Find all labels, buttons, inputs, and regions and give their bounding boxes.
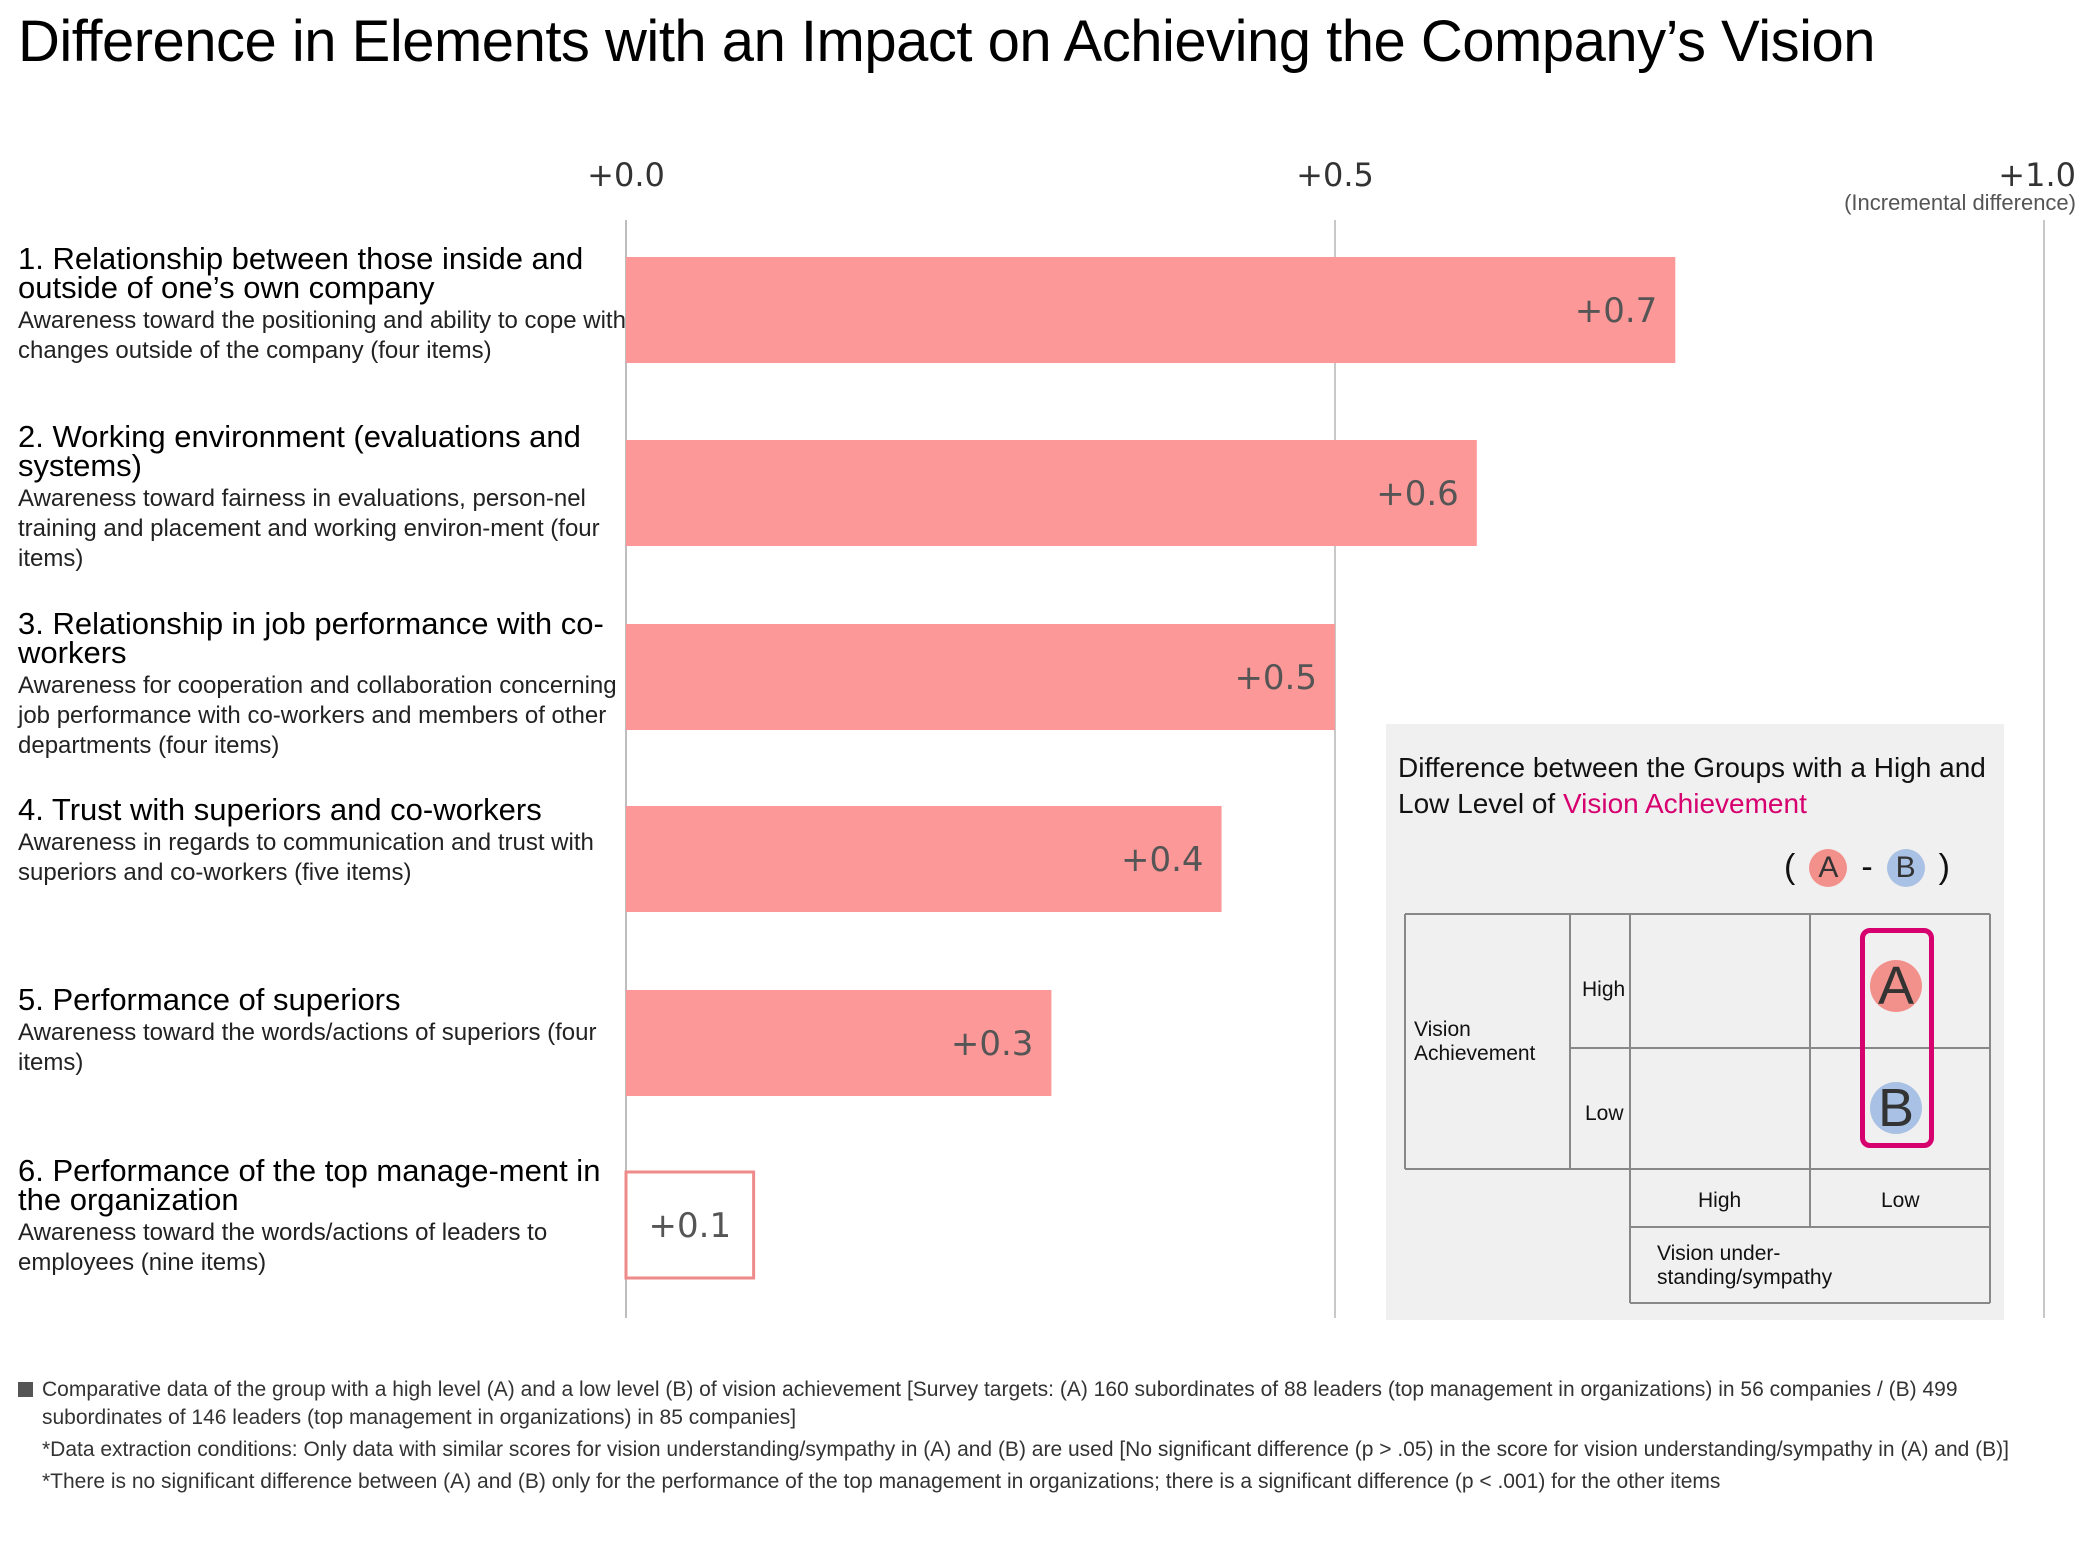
bar [626, 440, 1477, 546]
cell-group-b: B [1870, 1081, 1922, 1135]
footnote-significance: *There is no significant difference betw… [42, 1470, 1721, 1493]
bar [624, 1170, 756, 1280]
bar-value-label: +0.4 [1121, 840, 1204, 880]
chart-title: Difference in Elements with an Impact on… [18, 9, 1875, 74]
bar-value-label: +0.5 [1234, 658, 1317, 698]
bar-chart: +0.0 +0.5 +1.0(Incremental difference) +0.7… [587, 156, 2076, 1318]
category-heading: 3. Relationship in job performance with … [18, 606, 604, 670]
group-b-marker: B [1886, 848, 1925, 887]
category-label-6: 6. Performance of the top manage-ment in… [18, 1153, 628, 1278]
bar-value-label: +0.1 [649, 1206, 732, 1246]
category-description: Awareness toward the words/actions of le… [18, 1219, 548, 1276]
footnote-survey: Comparative data of the group with a hig… [18, 1376, 2058, 1432]
bar [626, 990, 1052, 1096]
formula-minus: - [1861, 848, 1873, 886]
bar [626, 624, 1335, 730]
category-heading: 6. Performance of the top manage-ment in… [18, 1153, 601, 1217]
col-high-label: High [1698, 1189, 1742, 1212]
legend-title: Difference between the Groups with a Hig… [1398, 750, 1998, 822]
category-heading: 1. Relationship between those inside and… [18, 241, 584, 305]
group-a-marker: A [1809, 848, 1848, 887]
low-understanding-highlight [1860, 928, 1934, 1148]
bar-value-label: +0.3 [951, 1024, 1034, 1064]
bullet-square-icon [18, 1382, 33, 1397]
col-low-label: Low [1881, 1189, 1920, 1212]
category-description: Awareness toward the positioning and abi… [18, 307, 626, 364]
row-low-label: Low [1585, 1102, 1624, 1125]
legend-title-accent: Vision Achievement [1563, 788, 1807, 819]
category-description: Awareness for cooperation and collaborat… [18, 672, 617, 759]
bar-value-label: +0.7 [1575, 291, 1658, 331]
category-heading: 2. Working environment (evaluations and … [18, 419, 581, 483]
group-matrix-grid [1404, 913, 1991, 1304]
bar [626, 806, 1222, 912]
category-label-4: 4. Trust with superiors and co-workers A… [18, 792, 628, 888]
footnote-survey-text: Comparative data of the group with a hig… [42, 1378, 1958, 1429]
cell-group-a: A [1870, 959, 1922, 1013]
category-description: Awareness toward fairness in evaluations… [18, 485, 600, 572]
category-description: Awareness toward the words/actions of su… [18, 1019, 597, 1076]
row-high-label: High [1582, 978, 1626, 1001]
formula-close-paren: ) [1938, 848, 1950, 886]
col-axis-label: Vision under-standing/sympathy [1657, 1242, 1833, 1289]
row-axis-label: Vision Achievement [1414, 1018, 1536, 1065]
footnotes: Comparative data of the group with a hig… [18, 1376, 2058, 1500]
x-tick-label: +1.0 [1998, 156, 2076, 194]
category-label-2: 2. Working environment (evaluations and … [18, 419, 628, 574]
footnote-extraction: *Data extraction conditions: Only data w… [42, 1438, 2009, 1461]
category-label-1: 1. Relationship between those inside and… [18, 241, 628, 366]
category-heading: 5. Performance of superiors [18, 982, 401, 1017]
category-description: Awareness in regards to communication an… [18, 829, 594, 886]
x-tick-label: +0.5 [1296, 156, 1374, 194]
category-label-3: 3. Relationship in job performance with … [18, 606, 628, 761]
x-axis-unit: (Incremental difference) [1844, 190, 2076, 215]
formula-open-paren: ( [1784, 848, 1796, 886]
legend-panel: Difference between the Groups with a Hig… [1386, 724, 2004, 1320]
legend-formula: ( A - B ) [1784, 848, 1950, 887]
legend-title-text: Difference between the Groups with a Hig… [1398, 752, 1986, 819]
bar-value-label: +0.6 [1376, 474, 1459, 514]
bar [626, 257, 1676, 363]
x-tick-label: +0.0 [587, 156, 665, 194]
category-heading: 4. Trust with superiors and co-workers [18, 792, 542, 827]
category-label-5: 5. Performance of superiors Awareness to… [18, 982, 628, 1078]
